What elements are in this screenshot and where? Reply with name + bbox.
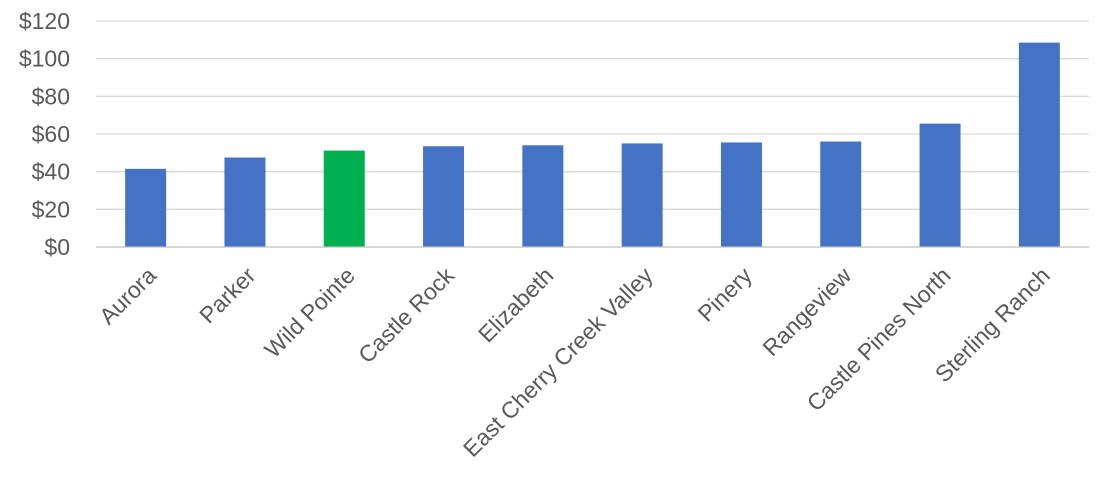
bar-east-cherry-creek-valley <box>621 143 663 247</box>
y-tick-label: $120 <box>19 8 70 34</box>
bar-pinery <box>720 142 762 247</box>
y-axis-tick-labels: $0 $20 $40 $60 $80 $100 $120 <box>19 8 70 260</box>
x-category-label: Aurora <box>94 262 161 329</box>
bar-elizabeth <box>522 145 564 247</box>
y-tick-label: $40 <box>32 159 70 185</box>
x-category-label: Elizabeth <box>473 262 558 347</box>
x-category-label: Rangeview <box>757 262 856 361</box>
y-tick-label: $100 <box>19 46 70 72</box>
bar-parker <box>224 157 266 247</box>
x-category-label: Wild Pointe <box>259 262 360 363</box>
bar-wild-pointe <box>323 150 365 247</box>
x-category-label: Pinery <box>692 262 757 327</box>
x-category-label: Parker <box>194 262 261 329</box>
bar-aurora <box>125 168 167 247</box>
bar-sterling-ranch <box>1018 42 1060 248</box>
y-tick-label: $60 <box>32 121 70 147</box>
y-tick-label: $20 <box>32 196 70 222</box>
y-tick-label: $80 <box>32 83 70 109</box>
x-category-label: Castle Rock <box>353 262 459 368</box>
bar-rangeview <box>820 141 862 247</box>
bars <box>125 42 1060 248</box>
bar-castle-pines-north <box>919 123 961 247</box>
y-tick-label: $0 <box>44 234 70 260</box>
x-category-label: East Cherry Creek Valley <box>458 262 658 462</box>
bar-castle-rock <box>423 146 465 247</box>
